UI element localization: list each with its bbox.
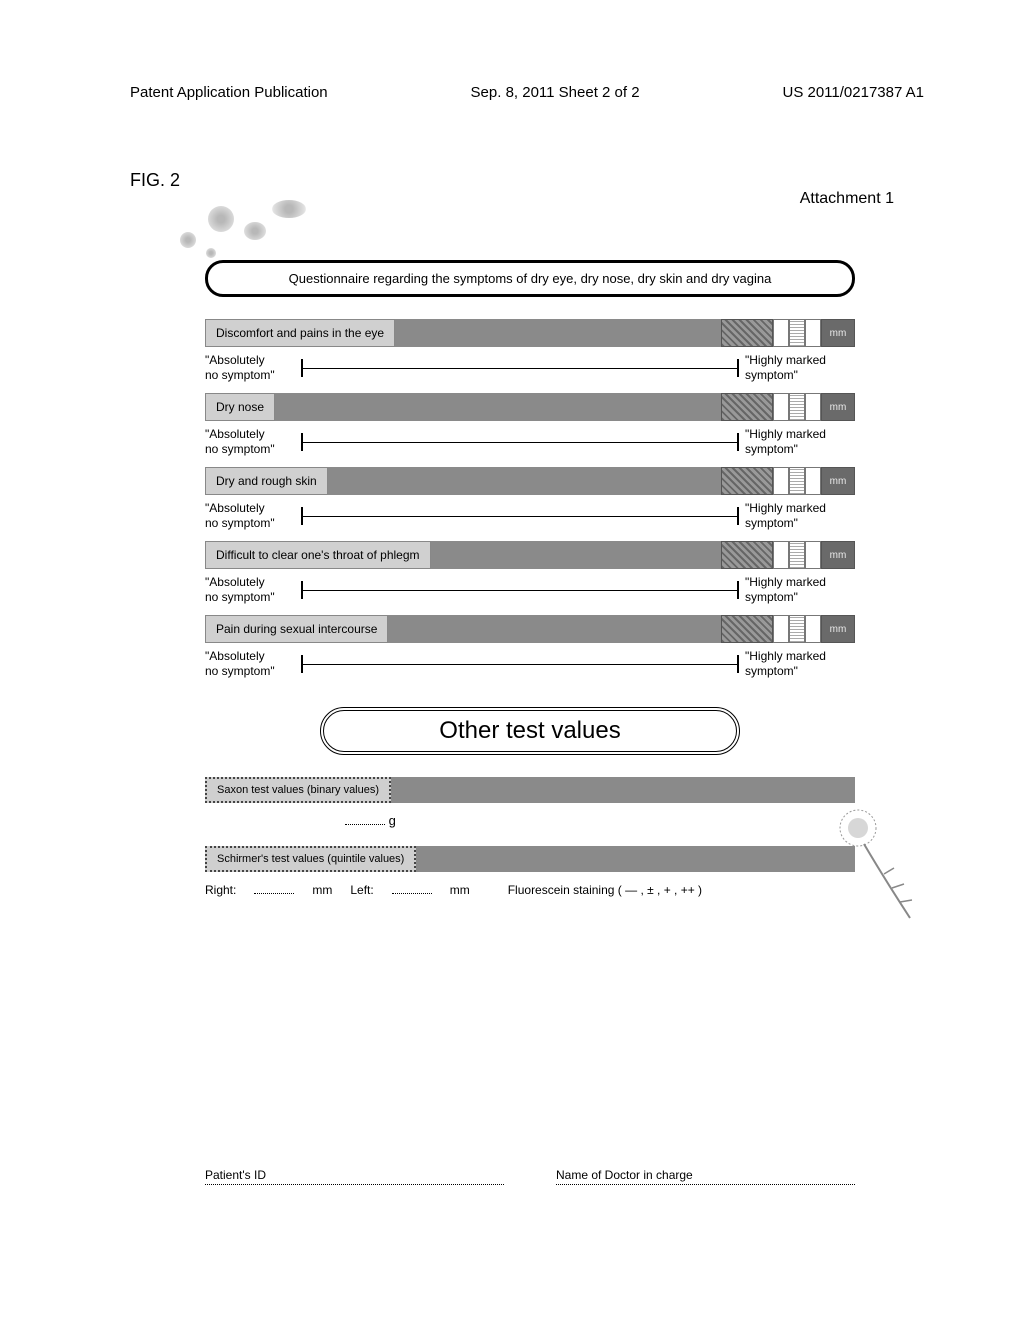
scale-left-label: "Absolutely no symptom" [205, 501, 295, 531]
question-block: Discomfort and pains in the eye mm "Abso… [205, 319, 855, 383]
value-box[interactable] [789, 467, 805, 495]
question-block: Difficult to clear one's throat of phleg… [205, 541, 855, 605]
scale-right-label: "Highly marked symptom" [745, 427, 855, 457]
header-left: Patent Application Publication [130, 84, 328, 101]
question-label: Dry nose [205, 393, 275, 421]
header-boxes: mm [721, 467, 855, 495]
value-box[interactable] [789, 319, 805, 347]
header-fill [391, 777, 855, 803]
question-label: Dry and rough skin [205, 467, 328, 495]
schirmer-right-input[interactable] [254, 880, 294, 894]
saxon-unit: g [389, 813, 396, 828]
patient-id-field[interactable]: Patient's ID [205, 1168, 504, 1185]
value-box[interactable] [773, 541, 789, 569]
value-box[interactable] [805, 319, 821, 347]
unit-mm: mm [450, 883, 470, 897]
value-box[interactable] [789, 615, 805, 643]
unit-mm: mm [312, 883, 332, 897]
schirmer-left-input[interactable] [392, 880, 432, 894]
vas-scale[interactable] [301, 653, 739, 675]
footer-row: Patient's ID Name of Doctor in charge [205, 1168, 855, 1185]
scale-left-label: "Absolutely no symptom" [205, 353, 295, 383]
saxon-value-input[interactable] [345, 811, 385, 825]
doctor-name-label: Name of Doctor in charge [556, 1168, 693, 1182]
value-box[interactable] [805, 393, 821, 421]
value-box[interactable] [773, 467, 789, 495]
scale-right-label: "Highly marked symptom" [745, 649, 855, 679]
value-box[interactable] [805, 541, 821, 569]
mm-label: mm [821, 541, 855, 569]
hatch-box [721, 541, 773, 569]
mm-label: mm [821, 467, 855, 495]
scale-left-label: "Absolutely no symptom" [205, 649, 295, 679]
page-header: Patent Application Publication Sep. 8, 2… [130, 84, 924, 101]
question-label: Discomfort and pains in the eye [205, 319, 395, 347]
decorative-dots-top [180, 200, 320, 260]
hatch-box [721, 393, 773, 421]
hatch-box [721, 615, 773, 643]
header-fill [416, 846, 855, 872]
fluorescein-label: Fluorescein staining ( — , ± , + , ++ ) [508, 883, 702, 897]
doctor-name-field[interactable]: Name of Doctor in charge [556, 1168, 855, 1185]
patient-id-label: Patient's ID [205, 1168, 266, 1182]
value-box[interactable] [805, 615, 821, 643]
schirmer-right-label: Right: [205, 883, 236, 897]
schirmer-header: Schirmer's test values (quintile values) [205, 846, 855, 872]
header-boxes: mm [721, 393, 855, 421]
question-block: Pain during sexual intercourse mm "Absol… [205, 615, 855, 679]
hatch-box [721, 467, 773, 495]
header-fill [395, 319, 721, 347]
scale-right-label: "Highly marked symptom" [745, 575, 855, 605]
value-box[interactable] [773, 615, 789, 643]
header-fill [388, 615, 721, 643]
question-label: Pain during sexual intercourse [205, 615, 388, 643]
schirmer-left-label: Left: [350, 883, 373, 897]
attachment-label: Attachment 1 [800, 190, 894, 208]
scale-right-label: "Highly marked symptom" [745, 353, 855, 383]
figure-label: FIG. 2 [130, 170, 180, 191]
saxon-label: Saxon test values (binary values) [205, 777, 391, 803]
other-tests-title: Other test values [320, 707, 740, 755]
vas-scale[interactable] [301, 431, 739, 453]
value-box[interactable] [773, 393, 789, 421]
header-center: Sep. 8, 2011 Sheet 2 of 2 [471, 84, 640, 101]
scale-right-label: "Highly marked symptom" [745, 501, 855, 531]
mm-label: mm [821, 615, 855, 643]
value-box[interactable] [805, 467, 821, 495]
saxon-value-row: g [205, 811, 855, 828]
header-fill [275, 393, 721, 421]
vas-scale[interactable] [301, 579, 739, 601]
value-box[interactable] [789, 393, 805, 421]
header-fill [431, 541, 721, 569]
scale-left-label: "Absolutely no symptom" [205, 575, 295, 605]
vas-scale[interactable] [301, 357, 739, 379]
mm-label: mm [821, 319, 855, 347]
decorative-flourish [824, 808, 914, 928]
header-right: US 2011/0217387 A1 [782, 84, 924, 101]
scale-left-label: "Absolutely no symptom" [205, 427, 295, 457]
questionnaire-title: Questionnaire regarding the symptoms of … [205, 260, 855, 297]
header-boxes: mm [721, 615, 855, 643]
mm-label: mm [821, 393, 855, 421]
form-area: Questionnaire regarding the symptoms of … [205, 260, 855, 907]
value-box[interactable] [773, 319, 789, 347]
question-block: Dry nose mm "Absolutely no symptom" "Hig… [205, 393, 855, 457]
header-boxes: mm [721, 541, 855, 569]
saxon-header: Saxon test values (binary values) [205, 777, 855, 803]
header-boxes: mm [721, 319, 855, 347]
schirmer-value-row: Right: mm Left: mm Fluorescein staining … [205, 880, 855, 897]
vas-scale[interactable] [301, 505, 739, 527]
value-box[interactable] [789, 541, 805, 569]
question-block: Dry and rough skin mm "Absolutely no sym… [205, 467, 855, 531]
schirmer-label: Schirmer's test values (quintile values) [205, 846, 416, 872]
question-label: Difficult to clear one's throat of phleg… [205, 541, 431, 569]
hatch-box [721, 319, 773, 347]
header-fill [328, 467, 721, 495]
